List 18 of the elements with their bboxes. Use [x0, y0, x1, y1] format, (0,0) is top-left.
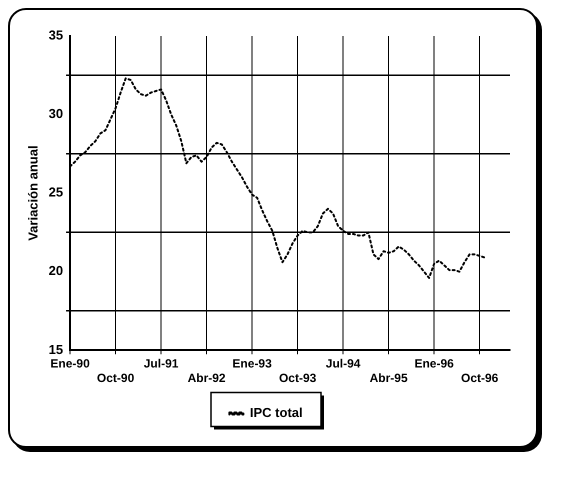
- x-tick-label: Abr-95: [370, 371, 408, 386]
- x-tick-label: Jul-94: [326, 356, 361, 371]
- y-axis-title: Variación anual: [25, 145, 40, 241]
- x-tick-label: Ene-90: [50, 356, 90, 371]
- y-tick-label: 20: [48, 263, 64, 278]
- x-tick-label: Oct-93: [278, 371, 317, 386]
- x-tick-label: Oct-90: [96, 371, 135, 386]
- legend-label: IPC total: [250, 405, 303, 420]
- y-tick-label: 30: [48, 106, 64, 122]
- y-tick-label: 15: [48, 342, 64, 357]
- x-tick-label: Oct-96: [460, 371, 499, 386]
- x-tick-label: Abr-92: [188, 371, 226, 386]
- line-series: [69, 77, 486, 279]
- y-tick-label: 25: [48, 184, 64, 200]
- x-tick-label: Jul-91: [144, 356, 179, 371]
- y-tick-label: 35: [48, 28, 64, 43]
- x-tick-label: Ene-96: [414, 356, 454, 371]
- x-tick-label: Ene-93: [232, 356, 272, 371]
